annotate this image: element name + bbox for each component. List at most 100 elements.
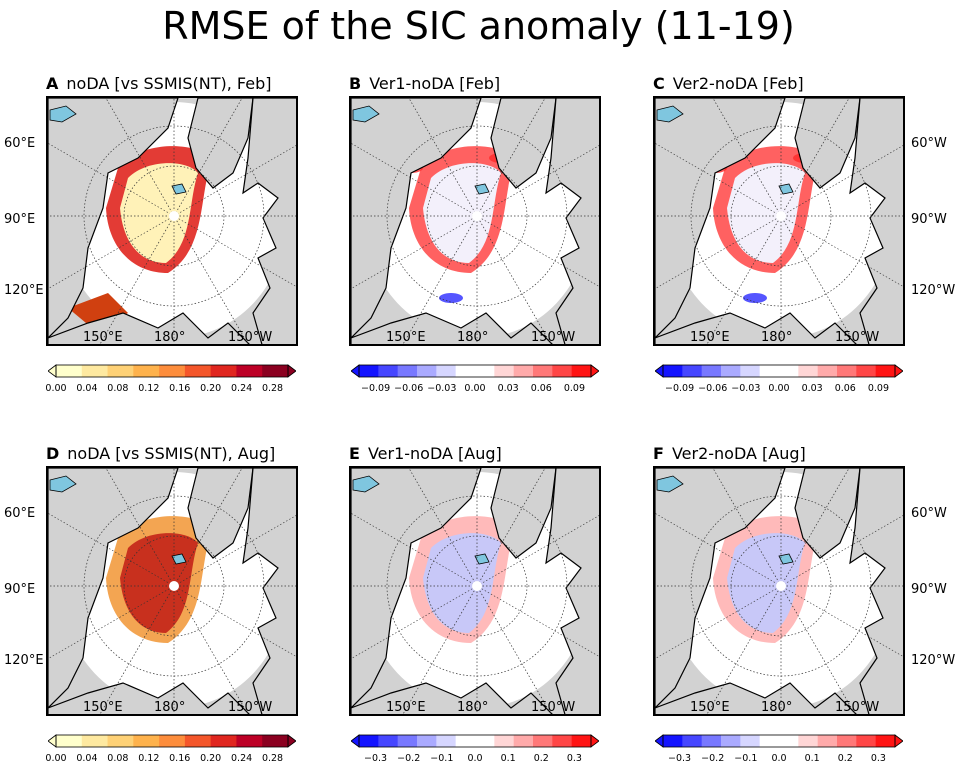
meridian-label-left: 60°E bbox=[4, 506, 36, 521]
colorbar-tick-label: −0.3 bbox=[668, 753, 692, 764]
map-svg-c bbox=[655, 98, 903, 344]
meridian-label-bottom: 180° bbox=[761, 700, 793, 715]
colorbar-segment bbox=[682, 365, 703, 377]
lake bbox=[352, 105, 380, 123]
land-mass bbox=[545, 98, 599, 344]
colorbar-segment bbox=[455, 365, 476, 377]
panel-letter-d: D bbox=[46, 444, 60, 463]
meridian-line bbox=[402, 468, 546, 714]
meridian-label-bottom: 180° bbox=[761, 330, 793, 345]
lake bbox=[171, 553, 187, 565]
meridian-label-bottom: 150°W bbox=[228, 330, 273, 345]
panel-title-e: Ver1-noDA [Aug] bbox=[367, 444, 502, 463]
colorbar-segment bbox=[210, 735, 237, 747]
map-svg-d bbox=[48, 468, 296, 714]
colorbar-segment bbox=[56, 365, 83, 377]
map-svg-a bbox=[48, 98, 296, 344]
colorbar-segment bbox=[513, 365, 534, 377]
map-panel-b bbox=[349, 96, 601, 346]
colorbar-tick-label: 0.2 bbox=[837, 753, 853, 764]
colorbar-tick-label: 0.06 bbox=[834, 383, 856, 394]
panel-label-f: F Ver2-noDA [Aug] bbox=[653, 444, 806, 463]
meridian-label-left: 120°E bbox=[4, 653, 44, 668]
land-mass bbox=[242, 98, 296, 344]
meridian-label-right: 60°W bbox=[911, 506, 947, 521]
colorbar-segment bbox=[359, 735, 379, 747]
colorbar-extend-min bbox=[351, 364, 360, 378]
colorbar-segment bbox=[721, 735, 741, 747]
meridian-label-bottom: 180° bbox=[154, 700, 186, 715]
colorbar-tick-label: 0.1 bbox=[804, 753, 820, 764]
colorbar-frame bbox=[358, 734, 592, 748]
colorbar-tick-label: 0.24 bbox=[231, 753, 253, 764]
colorbar-segment bbox=[159, 365, 186, 377]
colorbar-c bbox=[655, 364, 903, 378]
meridian-line bbox=[402, 98, 546, 344]
meridian-label-left: 90°E bbox=[4, 582, 36, 597]
colorbar-segment bbox=[779, 365, 799, 377]
colorbar-tick-label: 0.1 bbox=[500, 753, 516, 764]
colorbar-segment bbox=[701, 735, 722, 747]
colorbar-extend-max bbox=[287, 734, 296, 748]
land-mass bbox=[48, 98, 179, 339]
colorbar-segment bbox=[210, 365, 237, 377]
colorbar-segment bbox=[81, 735, 109, 747]
colorbar-segment bbox=[378, 735, 399, 747]
meridian-label-bottom: 150°W bbox=[531, 330, 576, 345]
colorbar-tick-label: −0.1 bbox=[734, 753, 758, 764]
colorbar-extend-min bbox=[351, 734, 360, 748]
colorbar-segment bbox=[759, 365, 780, 377]
pole-hole bbox=[169, 211, 179, 221]
meridian-line bbox=[351, 142, 599, 287]
map-panel-f bbox=[653, 466, 905, 716]
lake bbox=[49, 105, 77, 123]
meridian-label-left: 120°E bbox=[4, 283, 44, 298]
meridian-label-bottom: 180° bbox=[154, 330, 186, 345]
lake bbox=[778, 553, 794, 565]
colorbar-segment bbox=[817, 735, 838, 747]
meridian-line bbox=[99, 98, 243, 344]
map-svg-f bbox=[655, 468, 903, 714]
colorbar-tick-label: −0.2 bbox=[701, 753, 725, 764]
colorbar-tick-label: 0.0 bbox=[467, 753, 483, 764]
colorbar-tick-label: −0.3 bbox=[364, 753, 388, 764]
meridian-line bbox=[351, 145, 599, 290]
colorbar-segment bbox=[436, 735, 457, 747]
colorbar-tick-label: 0.2 bbox=[533, 753, 549, 764]
meridian-label-bottom: 150°W bbox=[835, 330, 880, 345]
colorbar-tick-label: 0.12 bbox=[138, 383, 160, 394]
meridian-label-right: 120°W bbox=[911, 283, 956, 298]
colorbar-segment bbox=[663, 365, 683, 377]
map-panel-c bbox=[653, 96, 905, 346]
meridian-line bbox=[48, 512, 296, 657]
colorbar-segment bbox=[436, 365, 457, 377]
lake bbox=[474, 183, 490, 195]
colorbar-tick-label: 0.09 bbox=[563, 383, 585, 394]
colorbar-segment bbox=[856, 365, 877, 377]
lake bbox=[474, 553, 490, 565]
colorbar-a bbox=[48, 364, 296, 378]
colorbar-tick-label: 0.16 bbox=[169, 383, 191, 394]
colorbar-svg bbox=[351, 364, 599, 378]
colorbar-tick-label: 0.3 bbox=[566, 753, 582, 764]
colorbar-tick-label: 0.03 bbox=[801, 383, 823, 394]
colorbar-segment bbox=[378, 365, 399, 377]
colorbar-segment bbox=[159, 735, 186, 747]
panel-letter-e: E bbox=[349, 444, 360, 463]
panel-letter-f: F bbox=[653, 444, 664, 463]
colorbar-d bbox=[48, 734, 296, 748]
colorbar-tick-label: −0.03 bbox=[731, 383, 761, 394]
colorbar-segment bbox=[817, 365, 838, 377]
colorbar-segment bbox=[494, 365, 515, 377]
colorbar-segment bbox=[81, 365, 109, 377]
map-svg-e bbox=[351, 468, 599, 714]
meridian-line bbox=[712, 98, 856, 344]
colorbar-tick-label: 0.04 bbox=[76, 753, 98, 764]
colorbar-segment bbox=[837, 365, 857, 377]
colorbar-tick-label: −0.06 bbox=[698, 383, 728, 394]
colorbar-tick-label: 0.3 bbox=[870, 753, 886, 764]
colorbar-segment bbox=[513, 735, 534, 747]
colorbar-segment bbox=[475, 365, 495, 377]
land-mass bbox=[351, 682, 553, 714]
land-mass bbox=[351, 312, 553, 344]
